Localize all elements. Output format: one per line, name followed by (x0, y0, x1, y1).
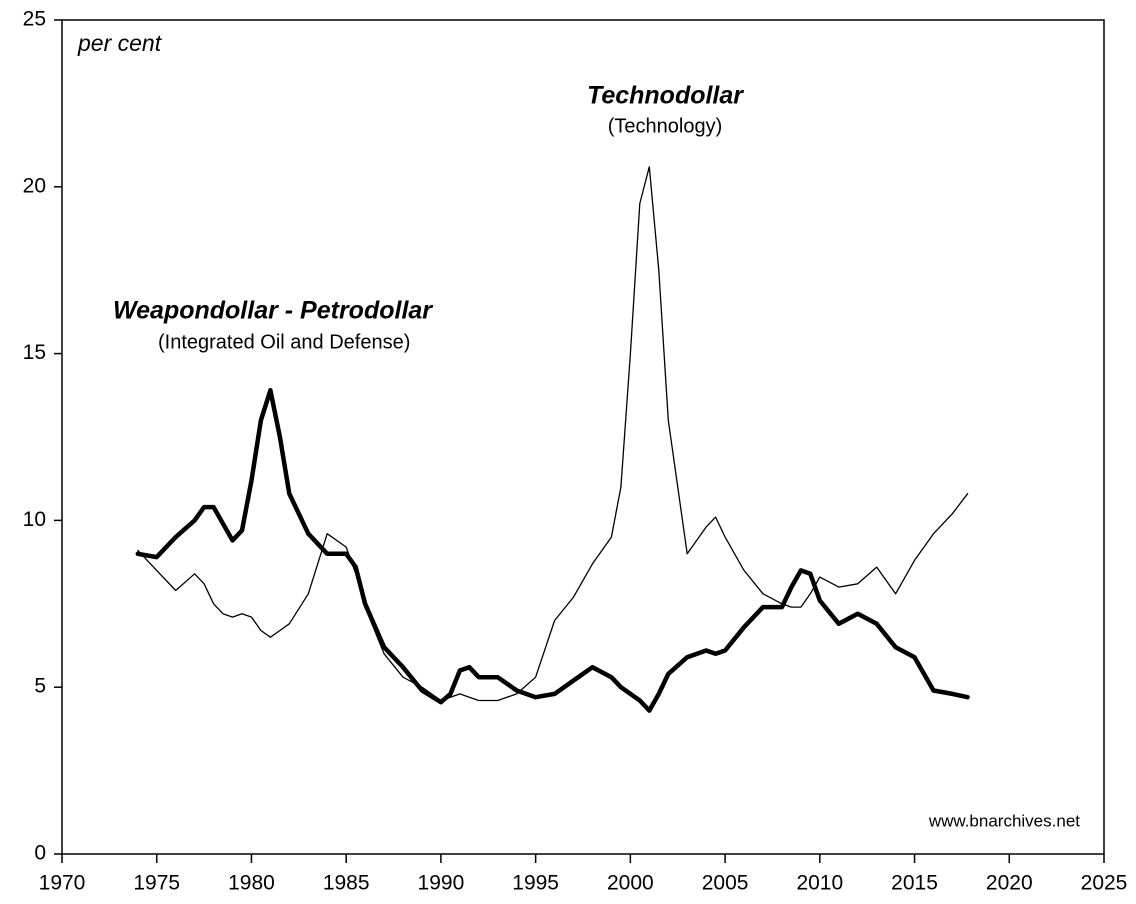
x-tick-label: 1990 (418, 872, 465, 895)
series-line (135, 388, 970, 713)
y-tick-label: 15 (23, 341, 46, 364)
x-tick-label: 2000 (607, 872, 654, 895)
y-tick-label: 10 (23, 508, 46, 531)
x-tick-label: 2015 (891, 872, 938, 895)
y-tick-label: 20 (23, 174, 46, 197)
annotation: (Technology) (608, 115, 723, 137)
x-tick-label: 2005 (702, 872, 749, 895)
x-tick-label: 2010 (796, 872, 843, 895)
annotation: Technodollar (587, 82, 744, 110)
annotation: per cent (77, 30, 163, 56)
x-tick-label: 1995 (512, 872, 559, 895)
x-tick-label: 1970 (39, 872, 86, 895)
annotation: (Integrated Oil and Defense) (158, 331, 410, 353)
x-tick-label: 1980 (228, 872, 275, 895)
y-tick-label: 25 (23, 8, 46, 31)
y-tick-label: 0 (34, 842, 46, 865)
y-tick-label: 5 (34, 675, 46, 698)
series-line (137, 166, 969, 702)
plot-frame (61, 19, 1105, 855)
x-tick-label: 1975 (133, 872, 180, 895)
x-tick-label: 2020 (986, 872, 1033, 895)
x-tick-label: 2025 (1081, 872, 1128, 895)
annotation: Weapondollar - Petrodollar (113, 297, 433, 325)
x-tick-label: 1985 (323, 872, 370, 895)
annotation: www.bnarchives.net (928, 811, 1080, 830)
